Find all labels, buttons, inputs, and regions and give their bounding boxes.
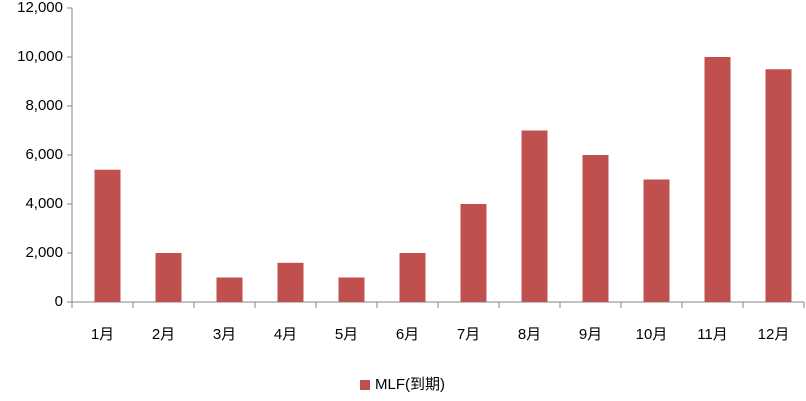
bar xyxy=(521,130,548,302)
bar xyxy=(155,253,182,302)
y-tick-label: 10,000 xyxy=(17,48,63,65)
legend-swatch xyxy=(360,380,370,390)
x-tick-label: 2月 xyxy=(152,326,175,343)
bar xyxy=(277,262,304,302)
bar xyxy=(704,57,731,302)
x-tick-label: 9月 xyxy=(579,326,602,343)
bar xyxy=(460,204,487,302)
bar xyxy=(582,155,609,302)
y-tick-label: 2,000 xyxy=(25,244,63,261)
bar xyxy=(94,169,121,302)
x-tick-label: 11月 xyxy=(697,326,728,343)
bar xyxy=(338,277,365,302)
x-tick-label: 1月 xyxy=(91,326,114,343)
x-tick-label: 10月 xyxy=(636,326,668,343)
y-tick-label: 8,000 xyxy=(25,97,63,114)
x-tick-label: 12月 xyxy=(758,326,790,343)
y-tick-label: 0 xyxy=(55,293,63,310)
x-tick-label: 6月 xyxy=(396,326,419,343)
x-tick-label: 5月 xyxy=(335,326,358,343)
x-tick-label: 8月 xyxy=(518,326,541,343)
bar xyxy=(643,179,670,302)
bar xyxy=(216,277,243,302)
x-tick-label: 7月 xyxy=(457,326,480,343)
y-tick-label: 12,000 xyxy=(17,0,63,16)
bar xyxy=(399,253,426,302)
x-tick-label: 4月 xyxy=(274,326,297,343)
bar xyxy=(765,69,792,302)
y-tick-label: 6,000 xyxy=(25,146,63,163)
y-tick-label: 4,000 xyxy=(25,195,63,212)
x-tick-label: 3月 xyxy=(213,326,236,343)
legend-label: MLF(到期) xyxy=(375,376,445,393)
